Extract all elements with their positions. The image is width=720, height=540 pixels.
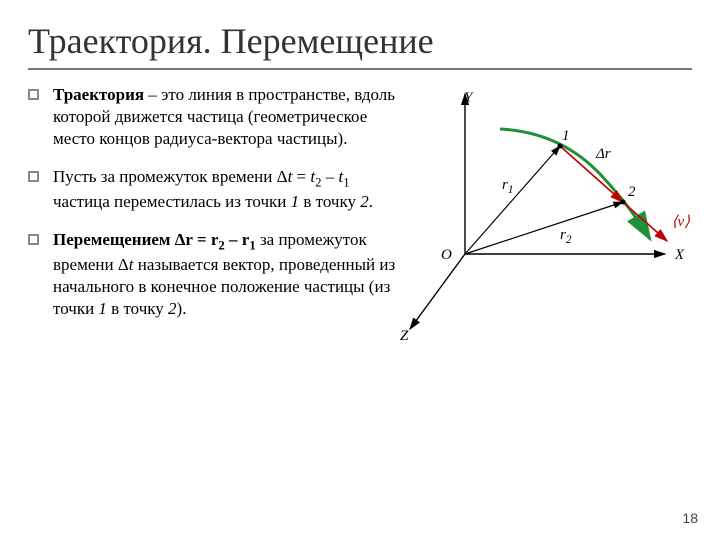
b2-rest: частица переместилась из точки	[53, 192, 291, 211]
diagram-column: Y X Z O 1 2 r1 r2 Δr⃗ ⟨v⟩	[398, 84, 692, 364]
title-underline	[28, 68, 692, 70]
label-p2: 2	[628, 184, 636, 201]
b3-one: 1	[98, 299, 107, 318]
b2-p1: Пусть за промежуток времени Δ	[53, 167, 288, 186]
label-r1: r1	[502, 177, 513, 196]
b2-minus: –	[322, 167, 339, 186]
b2-two: 2	[360, 192, 369, 211]
label-dr: Δr⃗	[596, 146, 622, 163]
bullet-2-text: Пусть за промежуток времени Δt = t2 – t1…	[53, 166, 398, 213]
bullet-3: Перемещением Δr = r2 – r1 за промежуток …	[28, 229, 398, 320]
bullet-marker-icon	[28, 234, 39, 245]
b2-s1: 1	[343, 176, 349, 190]
b2-in: в точку	[299, 192, 360, 211]
label-o: O	[441, 247, 452, 264]
text-column: Траектория – это линия в пространстве, в…	[28, 84, 398, 364]
page-title: Траектория. Перемещение	[0, 0, 720, 68]
label-p1: 1	[562, 128, 570, 145]
term-trajectory: Траектория	[53, 85, 144, 104]
bullet-3-text: Перемещением Δr = r2 – r1 за промежуток …	[53, 229, 398, 320]
b3-dr: Δr = r	[171, 230, 219, 249]
point-2	[621, 200, 626, 205]
label-r2: r2	[560, 227, 571, 246]
vector-r2	[465, 202, 623, 254]
page-number: 18	[682, 510, 698, 526]
bullet-1-text: Траектория – это линия в пространстве, в…	[53, 84, 398, 150]
trajectory-diagram	[398, 84, 692, 364]
b3-in: в точку	[107, 299, 168, 318]
axis-z	[410, 254, 465, 329]
slide: Траектория. Перемещение Траектория – это…	[0, 0, 720, 540]
b3-minus: – r	[225, 230, 250, 249]
b2-one: 1	[291, 192, 300, 211]
label-z: Z	[400, 328, 408, 345]
b2-eq: =	[292, 167, 310, 186]
b3-end: ).	[177, 299, 187, 318]
term-displacement: Перемещением	[53, 230, 171, 249]
bullet-marker-icon	[28, 89, 39, 100]
b3-two: 2	[168, 299, 177, 318]
b2-dot: .	[369, 192, 373, 211]
bullet-marker-icon	[28, 171, 39, 182]
content-row: Траектория – это линия в пространстве, в…	[0, 84, 720, 364]
label-x: X	[675, 247, 684, 264]
bullet-2: Пусть за промежуток времени Δt = t2 – t1…	[28, 166, 398, 213]
bullet-1: Траектория – это линия в пространстве, в…	[28, 84, 398, 150]
label-y: Y	[464, 90, 472, 107]
vector-v	[623, 202, 667, 241]
label-v: ⟨v⟩	[672, 212, 690, 231]
